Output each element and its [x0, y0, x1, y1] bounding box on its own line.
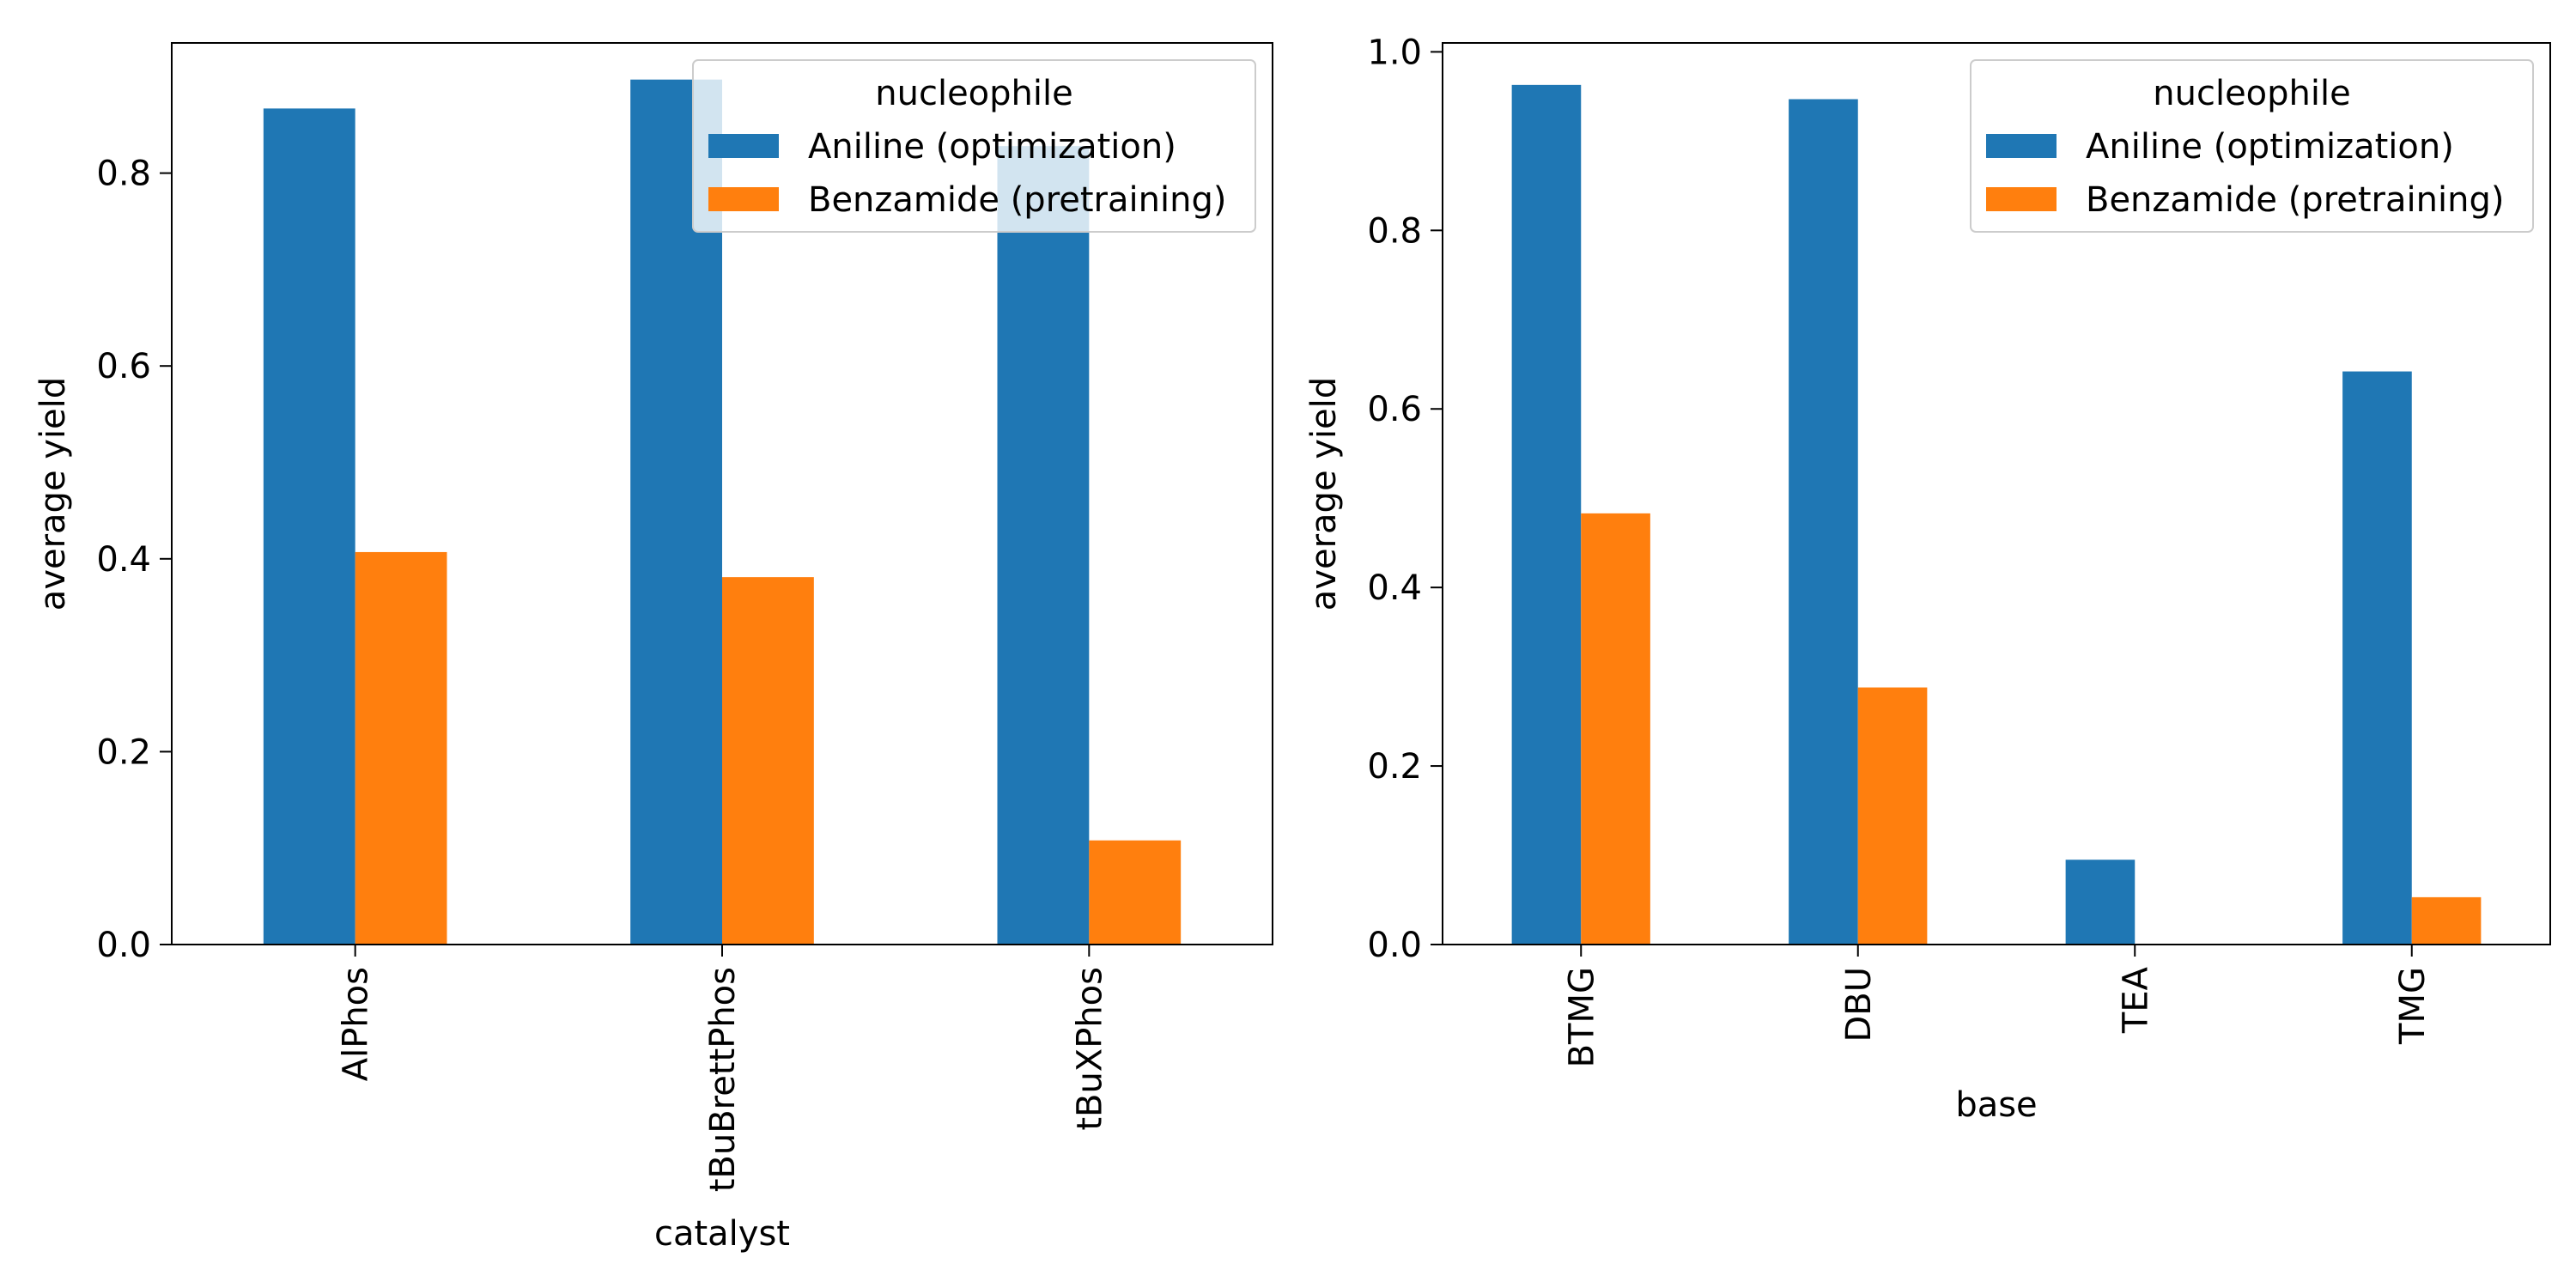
y-tick-label: 0.6	[96, 347, 151, 386]
y-tick-label: 0.8	[1367, 211, 1422, 251]
bar-tmg-aniline	[2342, 371, 2412, 945]
legend-swatch-benzamide	[708, 187, 779, 211]
y-tick-label: 0.2	[1367, 747, 1422, 787]
legend: nucleophile Aniline (optimization) Benzami…	[692, 59, 1256, 233]
y-axis-label: average yield	[1304, 377, 1344, 611]
x-tick-label: TMG	[2393, 967, 2433, 1045]
legend: nucleophile Aniline (optimization) Benzami…	[1970, 59, 2534, 233]
x-axis-label: catalyst	[654, 1214, 790, 1254]
x-tick-label: DBU	[1839, 967, 1879, 1042]
legend-box	[1970, 59, 2534, 233]
base-chart: 0.0 0.2 0.4 0.6 0.8 1.0 BTMG DBU TEA TMG base avera…	[1304, 33, 2551, 1125]
bar-tbuxphos-benzamide	[1089, 840, 1182, 945]
bar-tbuxphos-aniline	[997, 146, 1090, 945]
y-tick-label: 0.2	[96, 732, 151, 772]
legend-label-benzamide: Benzamide (pretraining)	[2086, 180, 2504, 220]
y-tick-label: 0.0	[1367, 926, 1422, 965]
x-tick-label: TEA	[2116, 966, 2155, 1034]
x-tick-label: AlPhos	[337, 967, 376, 1081]
y-tick-label: 0.4	[1367, 568, 1422, 608]
y-tick-label: 1.0	[1367, 33, 1422, 72]
x-tick-label: tBuBrettPhos	[703, 967, 743, 1192]
x-tick-label: BTMG	[1562, 967, 1601, 1067]
bar-alphos-benzamide	[355, 551, 447, 945]
catalyst-chart: 0.0 0.2 0.4 0.6 0.8 AlPhos tBuBrettPhos tBuXPho…	[33, 42, 1273, 1254]
bar-dbu-aniline	[1789, 99, 1858, 945]
y-axis-label: average yield	[33, 377, 73, 611]
legend-swatch-aniline	[708, 134, 779, 158]
bar-tea-aniline	[2065, 860, 2136, 945]
legend-swatch-aniline	[1986, 134, 2057, 158]
x-axis-label: base	[1955, 1085, 2037, 1125]
y-tick-label: 0.4	[96, 540, 151, 580]
bar-alphos-aniline	[263, 108, 355, 945]
bar-tmg-benzamide	[2411, 896, 2482, 945]
legend-label-aniline: Aniline (optimization)	[808, 127, 1176, 167]
bar-dbu-benzamide	[1857, 687, 1928, 945]
bar-btmg-aniline	[1511, 84, 1582, 945]
y-tick-label: 0.0	[96, 926, 151, 965]
y-tick-label: 0.6	[1367, 390, 1422, 429]
bar-tbubrettphos-benzamide	[722, 577, 814, 945]
legend-title: nucleophile	[2153, 74, 2350, 113]
legend-label-aniline: Aniline (optimization)	[2086, 127, 2454, 167]
legend-swatch-benzamide	[1986, 187, 2057, 211]
x-tick-label: tBuXPhos	[1070, 967, 1109, 1131]
plot-frame	[1442, 42, 2551, 945]
y-tick-label: 0.8	[96, 155, 151, 194]
bar-btmg-benzamide	[1581, 513, 1650, 945]
legend-box	[692, 59, 1256, 233]
legend-label-benzamide: Benzamide (pretraining)	[808, 180, 1226, 220]
plot-frame	[171, 42, 1273, 945]
legend-title: nucleophile	[875, 74, 1072, 113]
